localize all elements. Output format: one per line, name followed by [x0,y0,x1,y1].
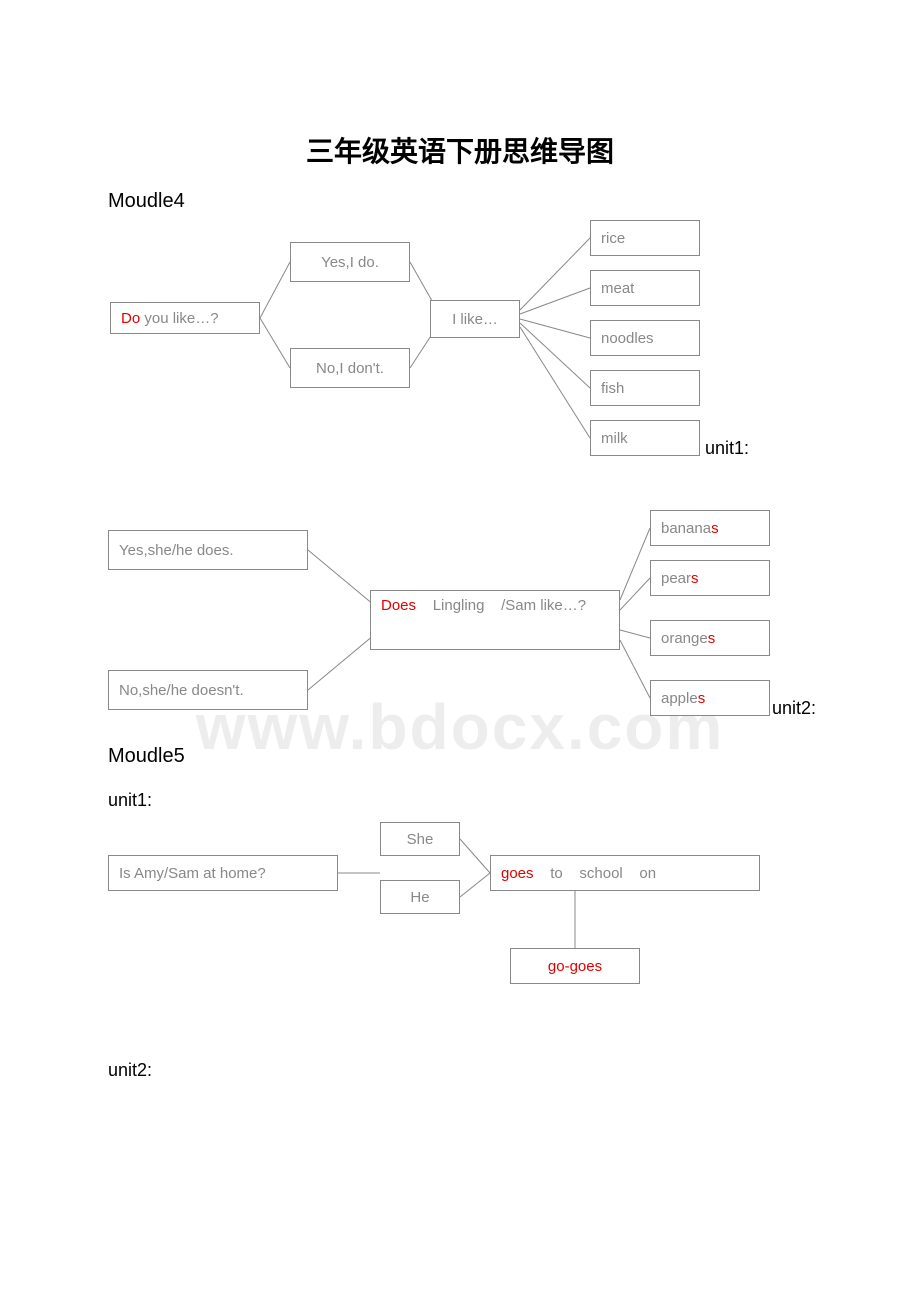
food-rice: rice [590,220,700,256]
i-like-box: I like… [430,300,520,338]
page: www.bdocx.com 三年级英语下册思维导图 Moudle4 Do you… [0,0,920,1302]
he-box: He [380,880,460,914]
fruit-base-0: banana [661,520,711,537]
fruit-apples: apples [650,680,770,716]
red-does: Does [381,597,416,614]
go-goes-text: go-goes [548,958,602,975]
fruit-s-2: s [708,630,716,647]
do-you-like-box: Do you like…? [110,302,260,334]
does-rest: Lingling /Sam like…? [416,597,586,614]
page-title: 三年级英语下册思维导图 [0,130,920,170]
module5-unit1-label: unit1: [108,790,152,811]
fruit-base-2: orange [661,630,708,647]
module4-heading: Moudle4 [108,190,185,213]
red-goes: goes [501,865,534,882]
she-box: She [380,822,460,856]
module5-heading: Moudle5 [108,745,185,768]
does-lingling-box: Does Lingling /Sam like…? [370,590,620,650]
fruit-oranges: oranges [650,620,770,656]
food-milk: milk [590,420,700,456]
fruit-s-3: s [698,690,706,707]
food-fish: fish [590,370,700,406]
go-goes-box: go-goes [510,948,640,984]
yes-i-do-box: Yes,I do. [290,242,410,282]
fruit-pears: pears [650,560,770,596]
module5-unit2-label: unit2: [108,1060,152,1081]
module4-unit2-label: unit2: [772,698,816,719]
food-noodles: noodles [590,320,700,356]
goes-rest: to school on [534,865,657,882]
no-i-dont-box: No,I don't. [290,348,410,388]
fruit-base-3: apple [661,690,698,707]
do-rest: you like…? [140,310,218,327]
red-do: Do [121,310,140,327]
food-meat: meat [590,270,700,306]
fruit-bananas: bananas [650,510,770,546]
yes-she-he-box: Yes,she/he does. [108,530,308,570]
fruit-s-0: s [711,520,719,537]
no-she-he-box: No,she/he doesn't. [108,670,308,710]
fruit-base-1: pear [661,570,691,587]
goes-to-school-box: goes to school on [490,855,760,891]
module4-unit1-label: unit1: [705,438,749,459]
fruit-s-1: s [691,570,699,587]
is-amy-sam-box: Is Amy/Sam at home? [108,855,338,891]
